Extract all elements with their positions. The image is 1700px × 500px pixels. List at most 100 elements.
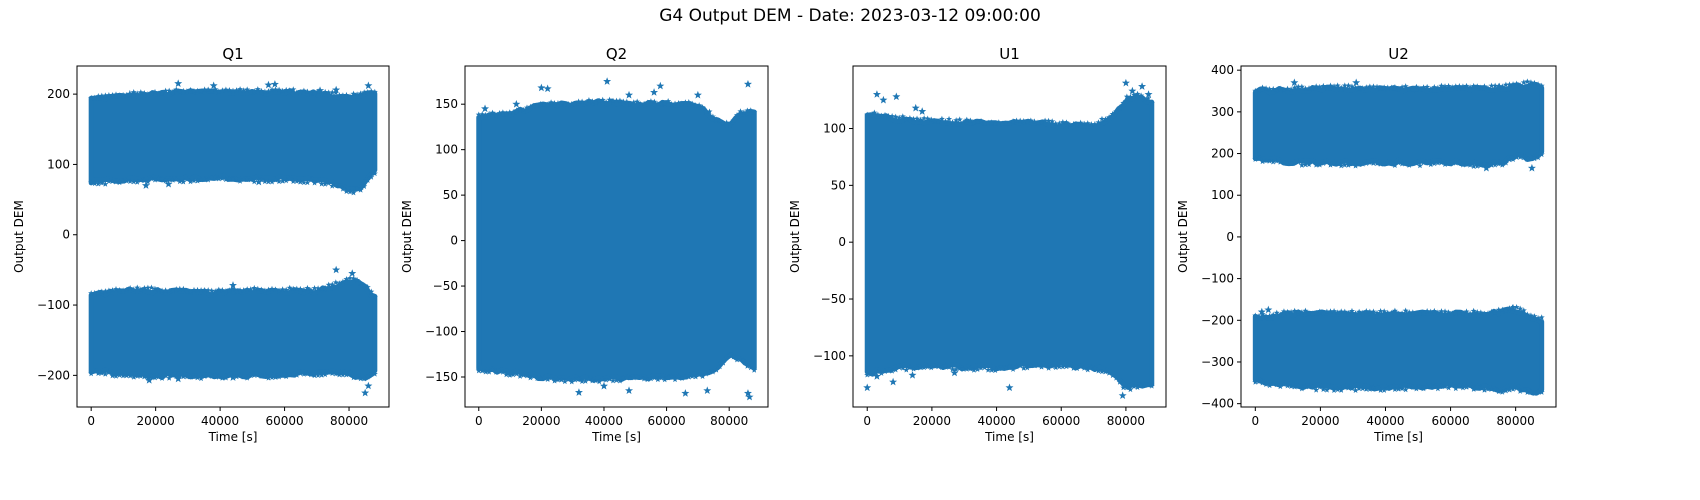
data-point (1481, 386, 1488, 393)
data-point (733, 112, 741, 118)
data-point (357, 375, 364, 382)
data-point (1492, 161, 1499, 168)
data-point (205, 287, 212, 293)
data-point (713, 116, 720, 123)
data-point (720, 359, 727, 366)
data-point (329, 370, 336, 376)
data-point (130, 89, 137, 95)
outlier-point (332, 265, 341, 274)
outlier-point (537, 83, 546, 92)
data-point (1295, 158, 1302, 165)
data-point (1063, 119, 1070, 126)
data-point (190, 87, 198, 94)
x-tick-label: 0 (475, 414, 483, 428)
outlier-point (743, 389, 752, 397)
data-point (599, 376, 606, 382)
data-point (1517, 305, 1524, 312)
data-point (634, 98, 641, 105)
data-point (343, 188, 350, 195)
data-point (610, 377, 617, 384)
outlier-point (141, 181, 150, 189)
y-axis-label: Output DEM (400, 200, 414, 273)
data-point (1006, 120, 1013, 126)
data-point (740, 357, 747, 364)
data-point (116, 371, 123, 378)
data-point (548, 374, 555, 381)
data-point (1352, 162, 1359, 169)
data-point (1431, 160, 1438, 167)
data-point (630, 374, 637, 381)
data-point (1288, 86, 1295, 92)
data-point (1259, 84, 1266, 91)
data-point (1074, 365, 1081, 372)
data-point (692, 102, 699, 108)
x-tick-label: 20000 (137, 414, 175, 428)
data-point (874, 111, 881, 118)
data-point (371, 170, 378, 177)
data-point (1138, 382, 1145, 388)
data-point (492, 112, 500, 118)
data-point (661, 100, 668, 107)
data-point (190, 373, 198, 380)
data-point (1345, 309, 1352, 316)
data-point (1488, 385, 1495, 392)
data-point (1381, 387, 1388, 393)
y-tick-label: 0 (450, 234, 458, 248)
data-point (1377, 387, 1384, 393)
data-point (885, 367, 892, 374)
data-point (346, 274, 354, 281)
data-point (517, 373, 524, 379)
data-point (105, 287, 112, 294)
data-point (254, 285, 261, 292)
data-point (978, 117, 985, 124)
data-point (1409, 160, 1416, 166)
data-point (304, 370, 311, 377)
data-point (364, 88, 371, 95)
data-point (1510, 156, 1517, 163)
y-tick-label: 150 (435, 97, 458, 111)
data-point (520, 106, 527, 113)
data-point (917, 116, 924, 123)
data-point (332, 89, 339, 96)
data-point (544, 376, 551, 382)
data-point (1445, 159, 1452, 166)
data-point (329, 281, 336, 288)
data-point (1370, 160, 1377, 166)
outlier-point (229, 373, 237, 381)
data-point (1059, 363, 1066, 370)
data-point (251, 372, 258, 378)
data-point (169, 287, 176, 294)
data-point (889, 112, 896, 119)
data-point (541, 374, 548, 381)
outlier-point (1508, 304, 1517, 313)
data-point (272, 86, 279, 93)
data-point (1416, 162, 1424, 169)
outlier-point (164, 179, 173, 188)
data-point (1506, 81, 1513, 88)
data-point (268, 86, 276, 93)
data-point (613, 97, 620, 104)
data-point (1441, 83, 1449, 89)
subplot-u2: 0 20000 40000 60000 80000 −400 −300 −200 −100 0 10… (1176, 45, 1557, 444)
data-point (322, 180, 329, 187)
data-point (95, 180, 102, 187)
data-point (871, 371, 878, 378)
data-point (561, 378, 568, 385)
outlier-point (364, 381, 373, 390)
data-point (137, 286, 144, 293)
data-point (1474, 83, 1481, 90)
data-point (596, 378, 603, 385)
data-point (1510, 81, 1517, 87)
data-point (1377, 308, 1384, 314)
data-point (878, 370, 885, 376)
y-tick-label: −100 (425, 325, 458, 339)
subplot-title: U2 (1388, 45, 1409, 63)
data-point (682, 99, 689, 105)
data-point (198, 87, 205, 94)
data-point (1510, 386, 1517, 392)
data-point (159, 90, 166, 96)
data-point (1106, 114, 1113, 120)
data-point (1402, 307, 1409, 314)
data-point (613, 377, 620, 383)
data-point (970, 119, 977, 126)
